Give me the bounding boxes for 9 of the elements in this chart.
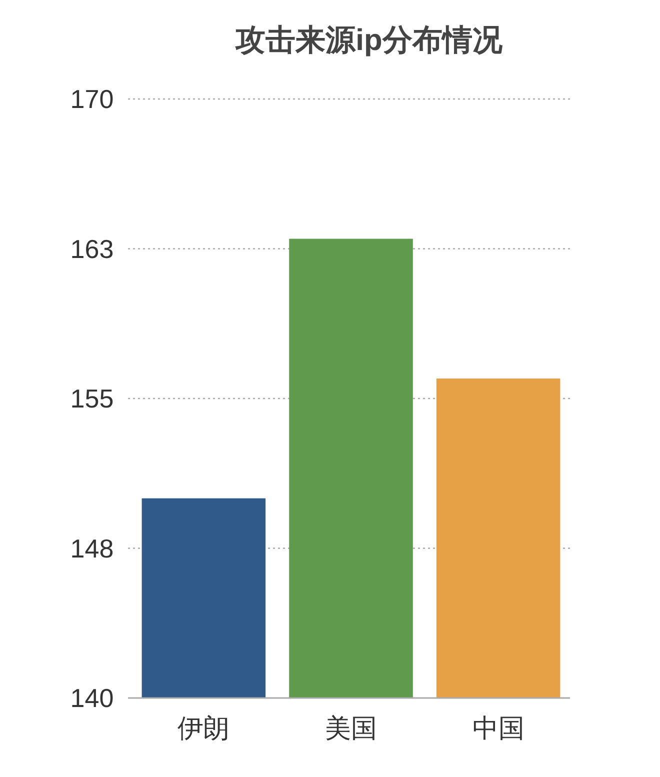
x-tick-label: 伊朗 xyxy=(178,713,230,743)
y-tick-label: 148 xyxy=(70,533,114,564)
x-tick-label: 美国 xyxy=(325,713,377,743)
y-tick-label: 163 xyxy=(70,234,114,264)
chart-title: 攻击来源ip分布情况 xyxy=(234,24,504,57)
y-tick-label: 140 xyxy=(70,683,114,713)
y-tick-label: 155 xyxy=(70,384,114,414)
x-tick-label: 中国 xyxy=(472,713,524,743)
y-tick-label: 170 xyxy=(70,84,114,114)
